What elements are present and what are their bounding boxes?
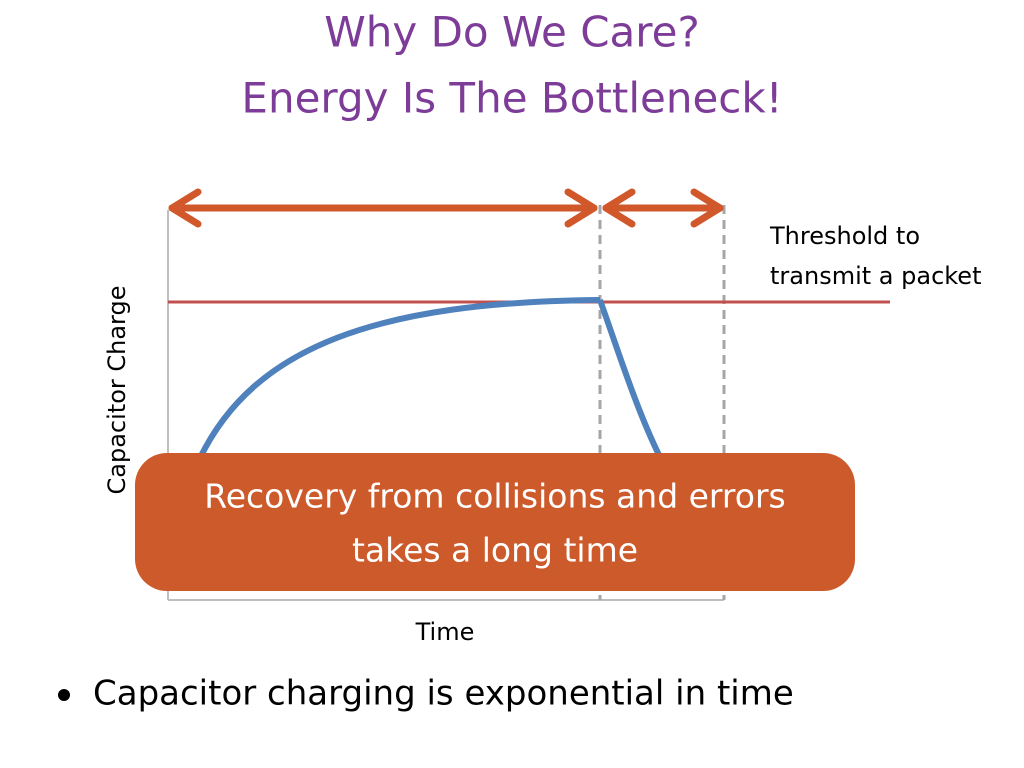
y-axis-label: Capacitor Charge — [103, 286, 131, 495]
title-line: Why Do We Care? — [324, 8, 700, 57]
bullet-dot — [58, 689, 70, 701]
callout-box — [135, 453, 855, 591]
discharge-curve — [597, 298, 667, 467]
threshold-label: transmit a packet — [770, 262, 981, 290]
callout-text: takes a long time — [352, 531, 638, 570]
callout-text: Recovery from collisions and errors — [204, 477, 785, 516]
x-axis-label: Time — [415, 618, 475, 646]
title-line: Energy Is The Bottleneck! — [241, 74, 782, 123]
threshold-label: Threshold to — [769, 222, 920, 250]
charge-curve — [197, 297, 601, 460]
bullet-text: Capacitor charging is exponential in tim… — [93, 674, 794, 714]
span-arrows — [168, 188, 724, 228]
